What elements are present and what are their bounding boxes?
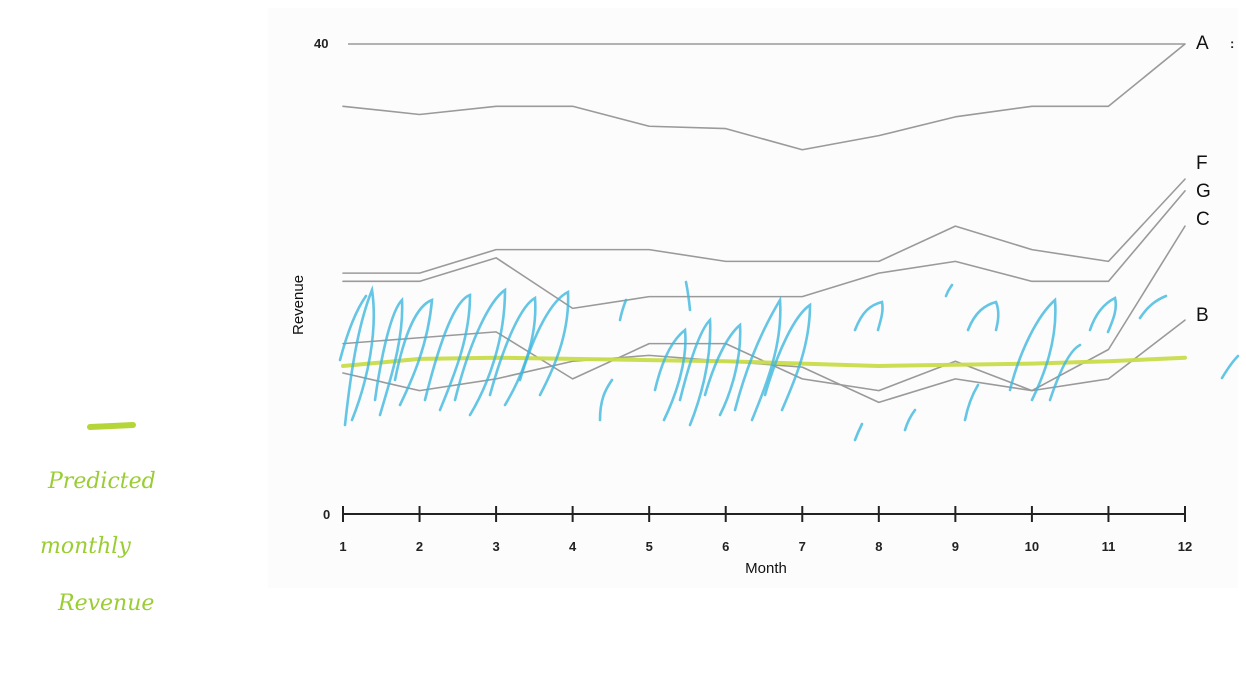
scribble-stroke: [1138, 294, 1168, 320]
series-label-c: C: [1196, 209, 1210, 230]
scribble-stroke: [518, 289, 570, 397]
y-tick-label-40: 40: [314, 36, 328, 51]
scribble-stroke: [373, 297, 404, 417]
predicted-revenue-line: [341, 355, 1187, 368]
annotation-line-2: monthly: [40, 534, 131, 559]
x-tick-label-11: 11: [1102, 539, 1116, 554]
scribble-stroke: [653, 327, 687, 422]
scribble-stroke: [338, 294, 368, 362]
scribble-stroke: [393, 298, 434, 407]
scribble-stroke: [703, 322, 742, 417]
scribble-stroke: [1220, 354, 1240, 380]
figure-background: [268, 8, 1238, 588]
y-axis-title: Revenue: [290, 275, 307, 335]
series-label-f: F: [1196, 153, 1208, 174]
scribble-stroke: [678, 317, 712, 427]
series-label-g: G: [1196, 181, 1211, 202]
x-axis-title: Month: [745, 560, 787, 577]
annotation-line-1: Predicted: [47, 469, 156, 494]
scribble-stroke: [684, 280, 692, 312]
scribble-stroke: [1048, 343, 1082, 402]
scribble-stroke: [598, 378, 614, 422]
scribble-stroke: [903, 408, 917, 432]
annotation-line-3: Revenue: [57, 591, 154, 616]
scribble-stroke: [966, 300, 1000, 332]
series-labels: A FGC B: [1196, 33, 1211, 326]
scribble-stroke: [453, 287, 507, 417]
scribble-stroke: [343, 285, 376, 427]
x-ticks: 1 2 3 4 5 6 7 8 9 10 11 12: [339, 506, 1192, 554]
series-label-a: A: [1196, 33, 1209, 54]
x-tick-label-2: 2: [416, 539, 423, 554]
scribble-stroke: [763, 302, 812, 412]
x-tick-label-8: 8: [875, 539, 882, 554]
scribble-stroke: [618, 298, 628, 322]
x-tick-label-10: 10: [1025, 539, 1039, 554]
x-tick-label-6: 6: [722, 539, 729, 554]
scribble-stroke: [423, 293, 472, 412]
predicted-legend-swatch: [87, 422, 136, 430]
x-tick-label-5: 5: [646, 539, 653, 554]
scribble-stroke: [733, 295, 782, 422]
y-tick-label-0: 0: [323, 507, 330, 522]
scribble-stroke: [1088, 296, 1118, 334]
series-line-f: [342, 178, 1186, 274]
scribble-stroke: [853, 422, 864, 442]
scribble-stroke: [853, 300, 884, 332]
scribble-stroke: [944, 283, 954, 298]
scribble-stroke: [963, 383, 980, 422]
scribble-stroke: [1008, 297, 1057, 402]
scribble-stroke: [488, 295, 537, 407]
x-tick-label-9: 9: [952, 539, 959, 554]
series-line-a: [342, 43, 1186, 151]
hand-scribbles: [338, 280, 1240, 442]
series-label-b: B: [1196, 305, 1209, 326]
x-tick-label-4: 4: [569, 539, 577, 554]
x-tick-label-1: 1: [339, 539, 346, 554]
x-tick-label-7: 7: [799, 539, 806, 554]
x-tick-label-3: 3: [492, 539, 499, 554]
series-lines: [341, 43, 1187, 404]
edge-marks: :: [1230, 36, 1234, 51]
series-line-g: [342, 190, 1186, 310]
x-tick-label-12: 12: [1178, 539, 1192, 554]
